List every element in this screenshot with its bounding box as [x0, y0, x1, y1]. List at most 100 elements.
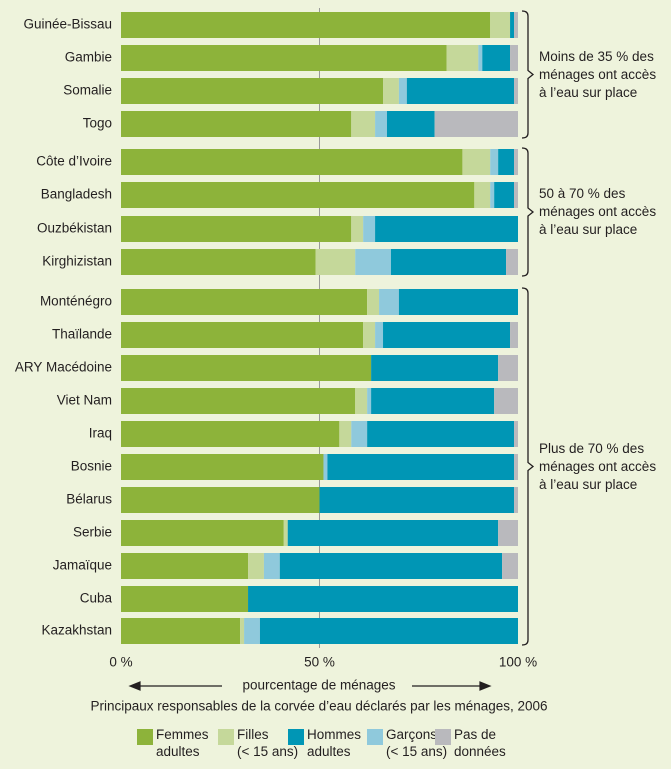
bars — [121, 12, 519, 644]
bar-segment — [367, 421, 515, 447]
bar-segment — [446, 45, 479, 71]
bar-segment — [319, 487, 515, 513]
bar-segment — [259, 618, 518, 644]
bar-segment — [510, 45, 518, 71]
bar-segment — [351, 216, 364, 242]
bar-segment — [121, 454, 324, 480]
bar-segment — [390, 249, 507, 275]
bar-segment — [474, 182, 491, 208]
bar-segment — [514, 421, 518, 447]
bar-segment — [121, 12, 491, 38]
y-tick-label: Kirghizistan — [42, 254, 112, 269]
bar-segment — [355, 249, 391, 275]
bar-segment — [490, 149, 499, 175]
bracket — [521, 287, 535, 646]
legend-swatch — [137, 729, 153, 745]
bracket — [521, 10, 535, 139]
bar-segment — [121, 149, 463, 175]
bar-segment — [514, 78, 518, 104]
bar-segment — [121, 182, 475, 208]
bar-segment — [434, 111, 518, 137]
bar-segment — [514, 487, 518, 513]
y-tick-label: Iraq — [89, 426, 112, 441]
bar-segment — [367, 289, 380, 315]
bar-segment — [351, 111, 376, 137]
x-tick-label: 50 % — [304, 655, 335, 670]
y-tick-label: Guinée-Bissau — [23, 17, 112, 32]
y-tick-label: Viet Nam — [57, 393, 112, 408]
bar-segment — [514, 12, 518, 38]
bar-segment — [383, 322, 511, 348]
bar-segment — [263, 553, 280, 579]
bar-segment — [498, 520, 518, 546]
bar-segment — [498, 355, 518, 381]
bar-segment — [121, 78, 384, 104]
bar-segment — [371, 355, 499, 381]
bar-segment — [121, 586, 249, 612]
bracket — [521, 147, 535, 277]
y-tick-label: Côte d’Ivoire — [36, 154, 112, 169]
bar-segment — [494, 182, 515, 208]
bar-segment — [478, 45, 483, 71]
bar-segment — [462, 149, 491, 175]
x-tick-label: 0 % — [109, 655, 132, 670]
bar-segment — [244, 618, 260, 644]
y-tick-label: Gambie — [65, 50, 112, 65]
bar-segment — [379, 289, 399, 315]
y-tick-label: Bosnie — [71, 459, 112, 474]
bar-segment — [510, 322, 518, 348]
bar-segment — [327, 454, 515, 480]
bar-segment — [363, 322, 376, 348]
legend-swatch — [218, 729, 234, 745]
bar-segment — [339, 421, 352, 447]
annotation: 50 à 70 % des ménages ont accès à l’eau … — [539, 186, 657, 237]
bar-segment — [398, 78, 407, 104]
x-tick-label: 100 % — [499, 655, 537, 670]
bar-segment — [514, 182, 518, 208]
y-tick-label: Ouzbékistan — [37, 221, 112, 236]
bar-segment — [121, 322, 364, 348]
bar-segment — [386, 111, 435, 137]
bar-segment — [375, 216, 518, 242]
bar-segment — [510, 12, 515, 38]
y-tick-label: Togo — [83, 116, 112, 131]
bar-segment — [121, 249, 316, 275]
y-tick-label: Monténégro — [40, 294, 112, 309]
bar-segment — [406, 78, 515, 104]
y-tick-label: Bangladesh — [41, 187, 112, 202]
y-tick-label: Thaïlande — [52, 327, 112, 342]
bar-segment — [248, 586, 519, 612]
bar-segment — [121, 355, 372, 381]
legend-label: Filles (< 15 ans) — [237, 727, 299, 759]
bar-segment — [323, 454, 328, 480]
bar-segment — [287, 520, 499, 546]
legend-label: Garçons (< 15 ans) — [386, 727, 448, 759]
bar-segment — [383, 78, 399, 104]
bar-segment — [121, 111, 352, 137]
bar-segment — [121, 289, 368, 315]
bar-segment — [363, 216, 376, 242]
y-tick-label: Cuba — [80, 591, 113, 606]
bar-segment — [371, 388, 495, 414]
annotation: Moins de 35 % des ménages ont accès à l’… — [539, 48, 657, 100]
legend-swatch — [435, 729, 451, 745]
legend-swatch — [288, 729, 304, 745]
bar-segment — [121, 421, 340, 447]
bar-segment — [279, 553, 503, 579]
bar-segment — [315, 249, 356, 275]
bar-segment — [248, 553, 264, 579]
bar-segment — [498, 149, 515, 175]
legend-label: Femmes adultes — [156, 727, 209, 759]
y-tick-label: Somalie — [63, 83, 112, 98]
bar-segment — [482, 45, 511, 71]
bar-segment — [502, 553, 518, 579]
arrows — [128, 681, 492, 691]
bar-segment — [355, 388, 368, 414]
y-tick-label: Bélarus — [66, 492, 112, 507]
bar-segment — [121, 45, 447, 71]
legend-label: Hommes adultes — [307, 727, 362, 759]
y-tick-label: ARY Macédoine — [15, 360, 112, 375]
bar-segment — [121, 487, 320, 513]
